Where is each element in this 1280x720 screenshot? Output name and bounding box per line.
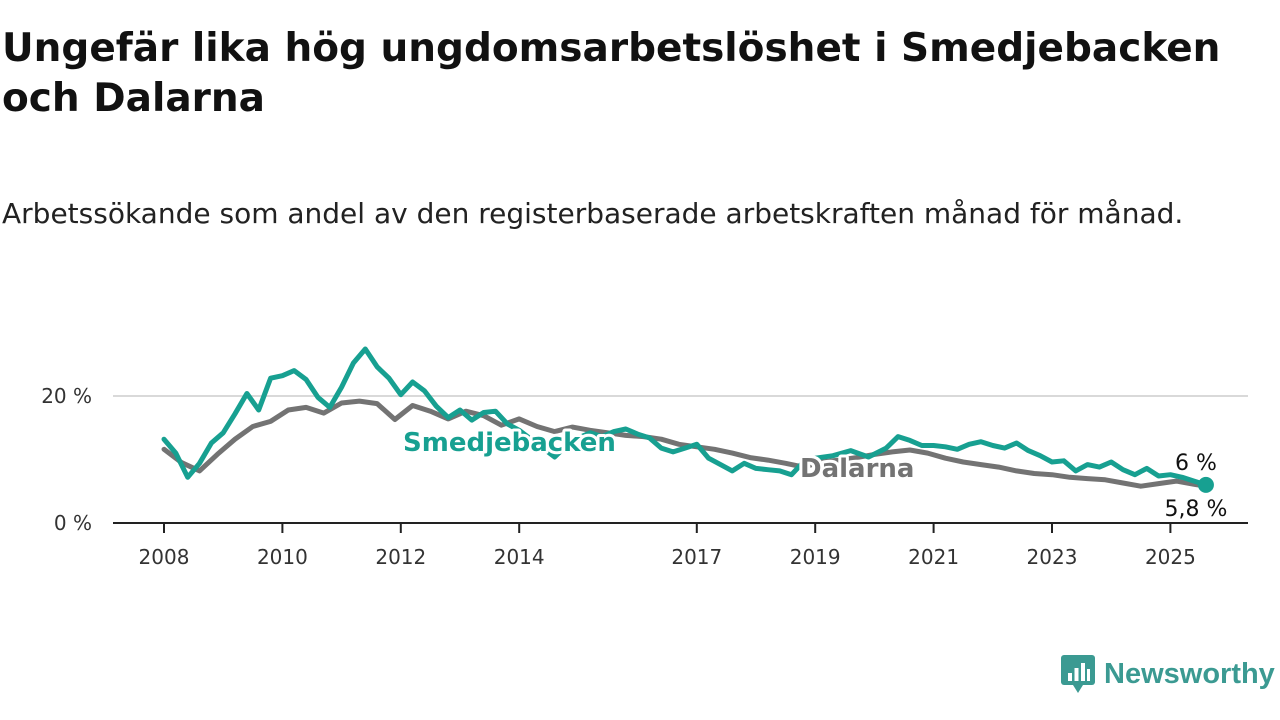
chart-subtitle: Arbetssökande som andel av den registerb… xyxy=(2,197,1184,230)
x-tick-label: 2019 xyxy=(790,545,841,569)
series-label-smedjebacken: Smedjebacken xyxy=(403,428,616,458)
x-tick-label: 2023 xyxy=(1027,545,1078,569)
x-tick-label: 2025 xyxy=(1145,545,1196,569)
end-label-dalarna: 5,8 % xyxy=(1165,497,1228,522)
x-tick-label: 2008 xyxy=(139,545,190,569)
series-end-point xyxy=(1197,476,1214,493)
y-tick-label: 0 % xyxy=(54,511,92,535)
x-tick-label: 2021 xyxy=(908,545,959,569)
x-tick-label: 2012 xyxy=(375,545,426,569)
series-label-dalarna: Dalarna xyxy=(800,454,914,484)
series-line-dalarna xyxy=(161,398,1209,489)
x-tick-label: 2017 xyxy=(671,545,722,569)
newsworthy-logo-text: Newsworthy xyxy=(1104,657,1275,690)
series-label-halo: Smedjebacken xyxy=(403,428,616,458)
end-label-smedjebacken: 6 % xyxy=(1175,451,1217,476)
y-tick-label: 20 % xyxy=(41,384,92,408)
x-tick-label: 2014 xyxy=(494,545,545,569)
series-line-smedjebacken xyxy=(161,346,1209,488)
x-tick-label: 2010 xyxy=(257,545,308,569)
series-label-halo: Dalarna xyxy=(800,454,914,484)
newsworthy-logo: Newsworthy xyxy=(1060,654,1275,694)
newsworthy-logo-icon xyxy=(1061,655,1095,693)
chart-title: Ungefär lika hög ungdomsarbetslöshet i S… xyxy=(2,26,1221,121)
